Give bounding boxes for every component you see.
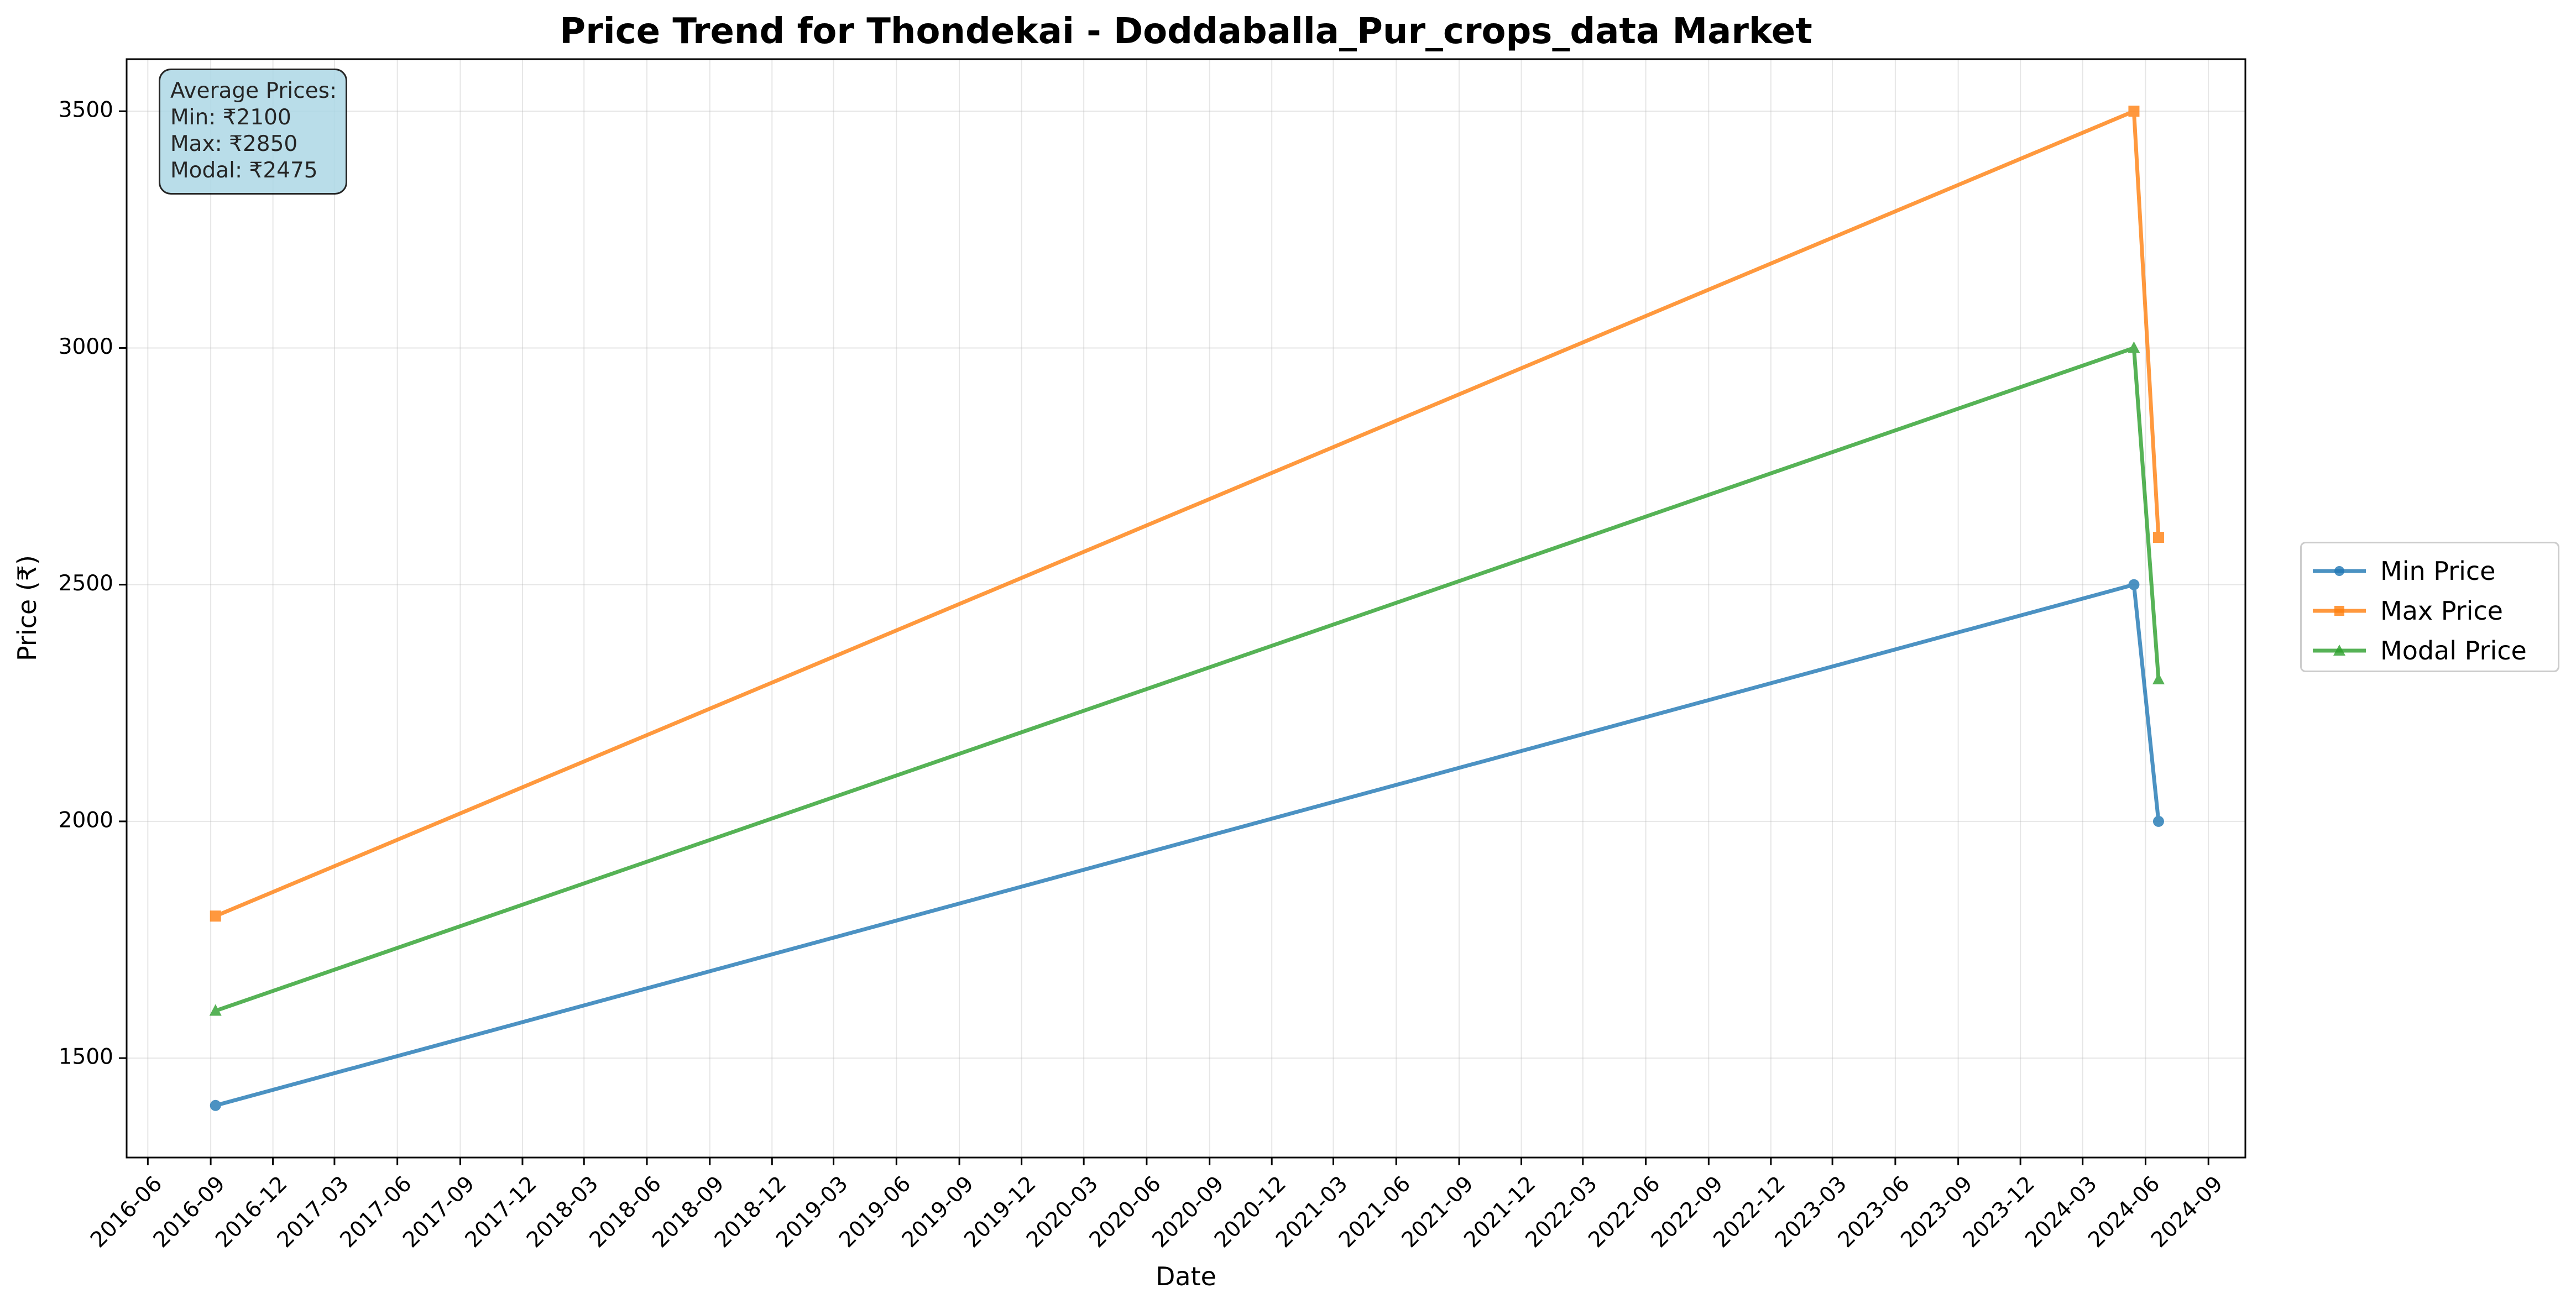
average-prices-annotation: Average Prices: Min: ₹2100 Max: ₹2850 Mo… (159, 69, 348, 195)
annotation-line: Modal: ₹2475 (170, 158, 318, 183)
annotation-line: Min: ₹2100 (170, 105, 291, 130)
data-point (210, 1099, 221, 1111)
legend-label: Min Price (2380, 556, 2496, 586)
legend-swatch-modal-price (2313, 645, 2366, 656)
y-tick-label: 3500 (59, 98, 113, 123)
legend-label: Modal Price (2380, 636, 2527, 666)
x-axis-ticks: 2016-062016-092016-122017-032017-062017-… (86, 1158, 2228, 1253)
annotation-line: Max: ₹2850 (170, 132, 298, 156)
data-point (2128, 341, 2140, 353)
data-point (2152, 815, 2164, 827)
chart-title: Price Trend for Thondekai - Doddaballa_P… (560, 11, 1812, 52)
legend-entry-min-price: Min Price (2312, 551, 2548, 591)
x-axis-label: Date (1156, 1261, 1216, 1291)
grid-lines (127, 59, 2245, 1158)
plot-area-frame (126, 58, 2246, 1159)
data-point (209, 1004, 222, 1016)
chart-legend: Min Price Max Price Modal Price (2300, 542, 2559, 672)
data-point (2128, 579, 2140, 590)
y-axis-ticks: 1500 2000 2500 3000 3500 (59, 98, 127, 1070)
legend-entry-max-price: Max Price (2312, 591, 2548, 631)
y-tick-label: 3000 (59, 334, 113, 359)
annotation-line: Average Prices: (170, 78, 337, 103)
series-max-price (210, 106, 2164, 922)
series-line-max-price (213, 109, 2161, 919)
legend-swatch-min-price (2313, 566, 2366, 576)
series-line-modal-price (213, 345, 2161, 1013)
y-tick-label: 1500 (59, 1045, 113, 1070)
data-point (2128, 106, 2140, 117)
series-line-min-price (213, 583, 2161, 1108)
data-point (2152, 532, 2164, 543)
legend-label: Max Price (2380, 596, 2503, 626)
series-modal-price (209, 341, 2165, 1016)
y-tick-label: 2500 (59, 571, 113, 596)
y-tick-label: 2000 (59, 808, 113, 832)
series-min-price (210, 579, 2164, 1111)
series-layer (209, 106, 2165, 1111)
legend-swatch-max-price (2313, 606, 2366, 616)
data-point (2152, 672, 2165, 684)
y-axis-label: Price (₹) (12, 555, 42, 661)
legend-entry-modal-price: Modal Price (2312, 631, 2548, 671)
data-point (210, 910, 221, 922)
